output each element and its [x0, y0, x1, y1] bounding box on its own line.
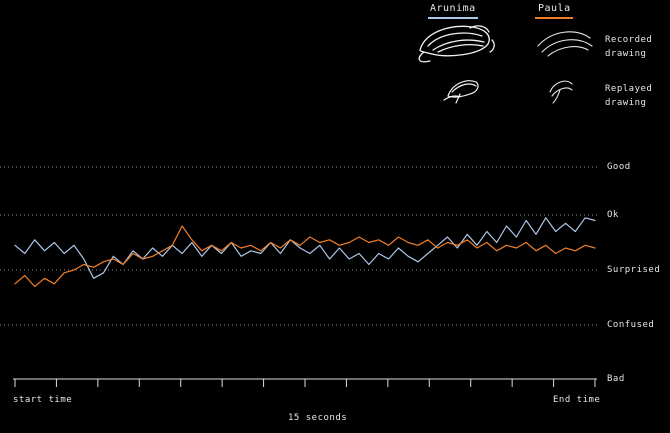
axis-end-label: End time	[553, 395, 601, 405]
legend-swatch-arunima	[428, 17, 478, 19]
y-label-ok: Ok	[607, 210, 619, 220]
legend-label-paula: Paula	[538, 3, 571, 14]
legend-item-arunima[interactable]: Arunima	[430, 3, 476, 14]
y-label-surprised: Surprised	[607, 265, 661, 275]
arunima-recorded-drawing	[418, 25, 495, 63]
axis-duration-label: 15 seconds	[288, 413, 348, 423]
replayed-drawing-label: Replayed drawing	[605, 84, 653, 108]
recorded-drawing-label: Recorded drawing	[605, 35, 653, 59]
legend-swatch-paula	[535, 17, 573, 19]
arunima-replayed-drawing	[443, 80, 479, 104]
paula-recorded-drawing	[537, 31, 593, 57]
axis-start-label: start time	[13, 395, 73, 405]
legend-item-paula[interactable]: Paula	[538, 3, 571, 14]
legend-label-arunima: Arunima	[430, 3, 476, 14]
y-label-confused: Confused	[607, 320, 655, 330]
y-label-good: Good	[607, 162, 631, 172]
paula-replayed-drawing	[549, 80, 573, 104]
y-label-bad: Bad	[607, 374, 625, 384]
